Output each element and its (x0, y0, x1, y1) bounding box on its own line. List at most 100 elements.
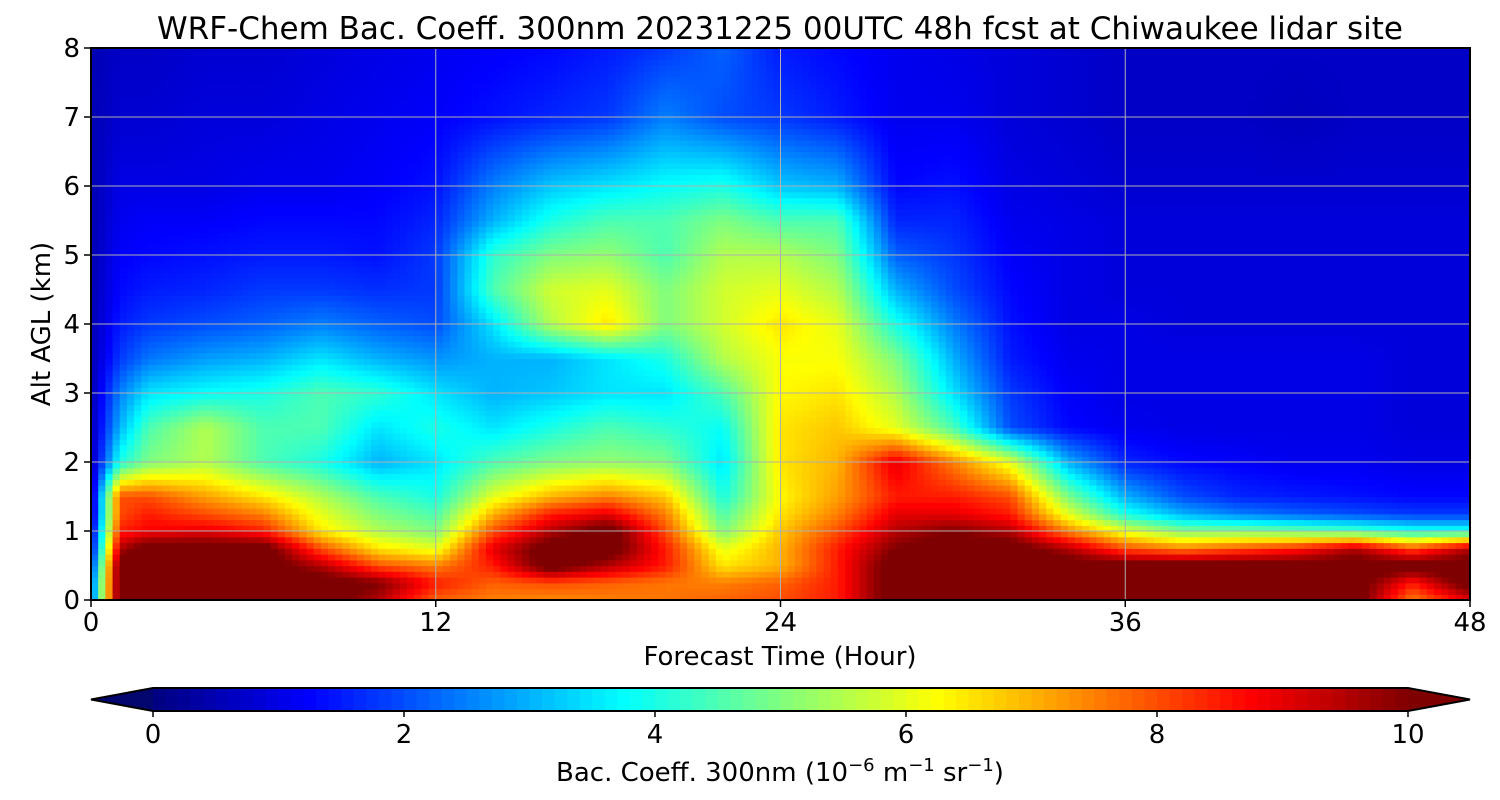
heatmap-cell (816, 473, 825, 480)
heatmap-cell (1441, 582, 1450, 590)
heatmap-cell (1434, 450, 1442, 457)
heatmap-cell (213, 554, 221, 561)
heatmap-cell (794, 536, 803, 544)
heatmap-cell (148, 571, 157, 578)
heatmap-cell (974, 531, 983, 538)
heatmap-cell (758, 496, 767, 503)
heatmap-cell (385, 577, 394, 584)
heatmap-cell (1434, 467, 1442, 475)
heatmap-cell (565, 502, 573, 509)
heatmap-cell (493, 467, 501, 475)
heatmap-cell (471, 519, 480, 526)
heatmap-cell (1146, 519, 1155, 526)
heatmap-cell (1326, 519, 1335, 526)
heatmap-cell (1261, 588, 1270, 595)
heatmap-cell (177, 536, 185, 544)
heatmap-cell (708, 594, 717, 600)
heatmap-cell (694, 479, 703, 486)
heatmap-cell (1376, 565, 1385, 572)
heatmap-cell (1060, 456, 1069, 463)
heatmap-cell (500, 565, 509, 572)
heatmap-cell (550, 473, 559, 480)
heatmap-cell (421, 473, 430, 480)
heatmap-cell (1297, 559, 1306, 567)
heatmap-cell (363, 490, 372, 498)
heatmap-cell (916, 502, 925, 509)
heatmap-cell (730, 519, 738, 526)
heatmap-cell (1204, 525, 1213, 532)
heatmap-cell (960, 554, 968, 561)
heatmap-cell (1132, 456, 1141, 463)
heatmap-cell (960, 577, 968, 584)
heatmap-cell (737, 542, 746, 549)
heatmap-cell (830, 548, 839, 555)
heatmap-cell (694, 525, 703, 532)
heatmap-cell (234, 559, 243, 567)
heatmap-cell (1398, 462, 1406, 469)
heatmap-cell (952, 450, 961, 457)
heatmap-cell (1182, 565, 1191, 572)
heatmap-cell (873, 502, 882, 509)
heatmap-cell (198, 559, 207, 567)
heatmap-cell (543, 536, 552, 544)
heatmap-cell (1390, 485, 1399, 492)
heatmap-cell (945, 536, 954, 544)
heatmap-cell (665, 554, 674, 561)
heatmap-cell (1046, 559, 1055, 567)
heatmap-cell (1319, 531, 1327, 538)
heatmap-cell (1031, 450, 1040, 457)
heatmap-cell (931, 588, 940, 595)
heatmap-cell (751, 554, 760, 561)
heatmap-cell (737, 456, 746, 463)
heatmap-cell (679, 582, 688, 590)
heatmap-cell (313, 559, 322, 567)
heatmap-cell (464, 456, 473, 463)
heatmap-cell (1024, 450, 1033, 457)
heatmap-cell (1175, 467, 1184, 475)
heatmap-cell (91, 548, 99, 555)
heatmap-cell (1103, 594, 1112, 600)
heatmap-cell (938, 490, 947, 498)
heatmap-cell (687, 525, 695, 532)
heatmap-cell (651, 456, 659, 463)
heatmap-cell (1132, 565, 1141, 572)
heatmap-cell (263, 462, 272, 469)
heatmap-cell (1304, 594, 1313, 600)
heatmap-cell (112, 450, 121, 457)
heatmap-cell (1347, 594, 1356, 600)
heatmap-cell (363, 513, 372, 521)
heatmap-cell (960, 582, 968, 590)
heatmap-cell (665, 525, 674, 532)
heatmap-cell (1319, 467, 1327, 475)
heatmap-cell (1283, 467, 1292, 475)
heatmap-cell (981, 456, 990, 463)
heatmap-cell (780, 519, 789, 526)
heatmap-cell (1010, 577, 1019, 584)
heatmap-cell (1434, 542, 1442, 549)
heatmap-cell (299, 467, 308, 475)
heatmap-cell (435, 594, 444, 600)
heatmap-cell (450, 559, 458, 567)
heatmap-cell (263, 467, 272, 475)
heatmap-cell (1441, 588, 1450, 595)
heatmap-cell (1024, 490, 1033, 498)
heatmap-cell (205, 525, 214, 532)
heatmap-cell (1369, 582, 1378, 590)
heatmap-cell (1175, 559, 1184, 567)
heatmap-cell (349, 548, 358, 555)
heatmap-cell (1297, 462, 1306, 469)
heatmap-cell (119, 554, 128, 561)
heatmap-cell (816, 577, 825, 584)
heatmap-cell (794, 473, 803, 480)
heatmap-cell (162, 554, 171, 561)
heatmap-cell (442, 479, 451, 486)
heatmap-cell (478, 565, 487, 572)
heatmap-cell (1161, 513, 1169, 521)
heatmap-cell (1010, 554, 1019, 561)
heatmap-cell (241, 536, 250, 544)
heatmap-cell (414, 519, 422, 526)
heatmap-cell (1060, 525, 1069, 532)
heatmap-cell (1003, 577, 1011, 584)
heatmap-cell (263, 496, 272, 503)
heatmap-cell (1074, 485, 1083, 492)
